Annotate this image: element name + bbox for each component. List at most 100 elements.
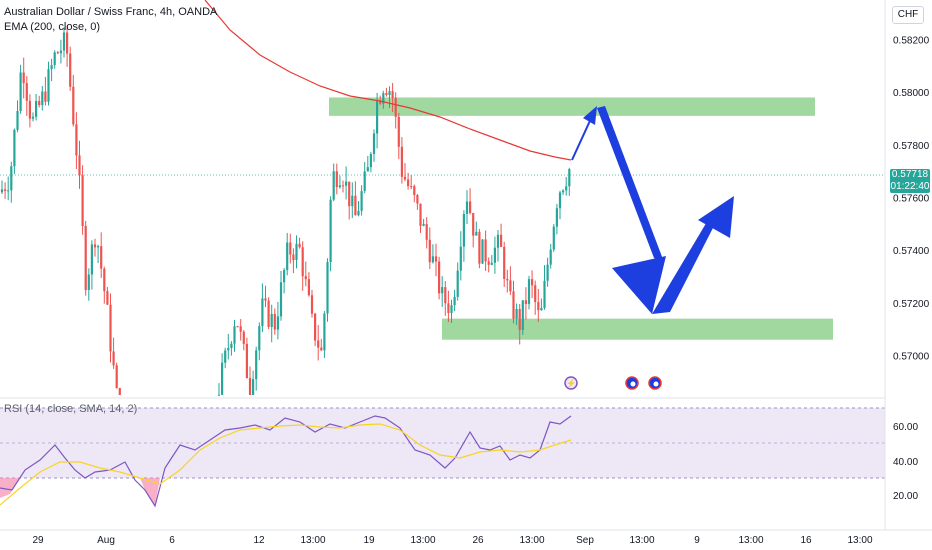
candle-body	[472, 213, 475, 236]
support-zone[interactable]	[442, 318, 833, 340]
resistance-zone[interactable]	[329, 97, 815, 116]
candle-body	[38, 101, 41, 106]
candle-body	[283, 270, 286, 283]
candle-body	[248, 378, 252, 395]
candle-body	[565, 186, 568, 191]
price-tick-label: 0.58200	[893, 36, 930, 47]
down-arrow-shaft[interactable]	[597, 106, 664, 262]
candle-body	[434, 256, 438, 262]
last-price-badge: 0.57718 01:22:40	[890, 169, 930, 193]
candle-body	[369, 154, 372, 168]
candle-body	[326, 262, 329, 314]
candle-body	[90, 244, 93, 275]
candle-body	[310, 295, 314, 314]
candle-body	[444, 287, 447, 304]
candle-body	[270, 313, 273, 328]
candle-body	[422, 224, 425, 226]
candle-body	[28, 100, 31, 119]
recovery-arrow-shaft[interactable]	[652, 220, 716, 314]
rsi-legend[interactable]: RSI (14, close, SMA, 14, 2)	[4, 403, 138, 415]
lightning-glyph: ⚡	[566, 378, 576, 388]
candle-body	[97, 246, 100, 248]
candle-body	[59, 50, 62, 54]
candle-body	[304, 276, 307, 280]
candle-body	[19, 72, 22, 111]
candle-body	[403, 176, 407, 180]
candle-body	[13, 129, 16, 167]
candle-body	[500, 234, 503, 247]
candle-body	[75, 124, 78, 156]
candle-body	[543, 280, 546, 308]
time-tick-label: 13:00	[847, 535, 872, 546]
currency-button[interactable]: CHF	[892, 6, 924, 24]
time-tick-label: 13:00	[738, 535, 763, 546]
price-tick-label: 0.57000	[893, 352, 930, 363]
candle-body	[0, 189, 4, 193]
candle-body	[106, 291, 109, 305]
candle-body	[397, 116, 400, 147]
candle-body	[357, 210, 360, 216]
time-tick-label: 19	[363, 535, 375, 546]
chart-title[interactable]: Australian Dollar / Swiss Franc, 4h, OAN…	[4, 6, 218, 18]
candle-body	[10, 166, 13, 191]
candle-body	[252, 379, 255, 395]
up-arrow-head[interactable]	[583, 106, 597, 125]
candle-body	[7, 190, 10, 192]
candle-body	[376, 101, 379, 134]
candle-body	[224, 350, 227, 363]
candle-body	[382, 93, 385, 104]
time-tick-label: 13:00	[519, 535, 544, 546]
candle-body	[109, 304, 112, 352]
time-tick-label: 13:00	[629, 535, 654, 546]
candle-body	[323, 313, 326, 351]
lightning-icon[interactable]	[564, 376, 578, 390]
candle-body	[493, 247, 496, 263]
candle-body	[419, 203, 422, 226]
candle-body	[264, 298, 267, 301]
candle-body	[487, 261, 490, 265]
candle-body	[78, 155, 81, 176]
bar-countdown: 01:22:40	[890, 181, 930, 192]
candle-body	[366, 167, 369, 172]
candle-body	[558, 192, 562, 209]
candle-body	[261, 298, 264, 327]
candle-body	[354, 195, 357, 216]
candle-body	[69, 53, 72, 87]
candle-body	[348, 181, 351, 207]
candle-body	[351, 195, 354, 207]
candle-body	[475, 231, 478, 236]
candle-body	[481, 239, 484, 264]
flag-star	[653, 381, 659, 387]
candle-body	[72, 86, 75, 125]
candle-body	[385, 93, 388, 95]
candle-body	[462, 214, 465, 247]
recovery-arrow-head[interactable]	[698, 196, 734, 238]
rsi-ma-line	[0, 423, 572, 506]
candle-body	[25, 83, 28, 101]
flag-star	[630, 381, 636, 387]
price-tick-label: 0.57200	[893, 299, 930, 310]
candle-body	[447, 303, 450, 313]
candle-body	[47, 69, 50, 102]
candle-body	[35, 101, 38, 117]
candle-body	[490, 262, 493, 265]
candle-body	[100, 246, 103, 269]
candle-body	[103, 268, 106, 292]
candle-body	[56, 52, 59, 54]
candle-body	[22, 72, 25, 84]
down-arrow-head[interactable]	[612, 256, 666, 314]
price-tick-label: 0.57600	[893, 194, 930, 205]
time-tick-label: Sep	[576, 535, 594, 546]
candle-body	[255, 350, 258, 380]
candle-body	[307, 279, 310, 296]
candle-body	[230, 343, 233, 348]
price-tick-label: 0.57800	[893, 141, 930, 152]
candle-body	[453, 296, 456, 306]
ema-legend[interactable]: EMA (200, close, 0)	[4, 21, 100, 33]
candle-body	[239, 326, 242, 332]
candle-body	[332, 171, 335, 200]
candle-body	[279, 282, 283, 317]
candle-body	[478, 231, 481, 264]
rsi-line	[0, 415, 572, 508]
